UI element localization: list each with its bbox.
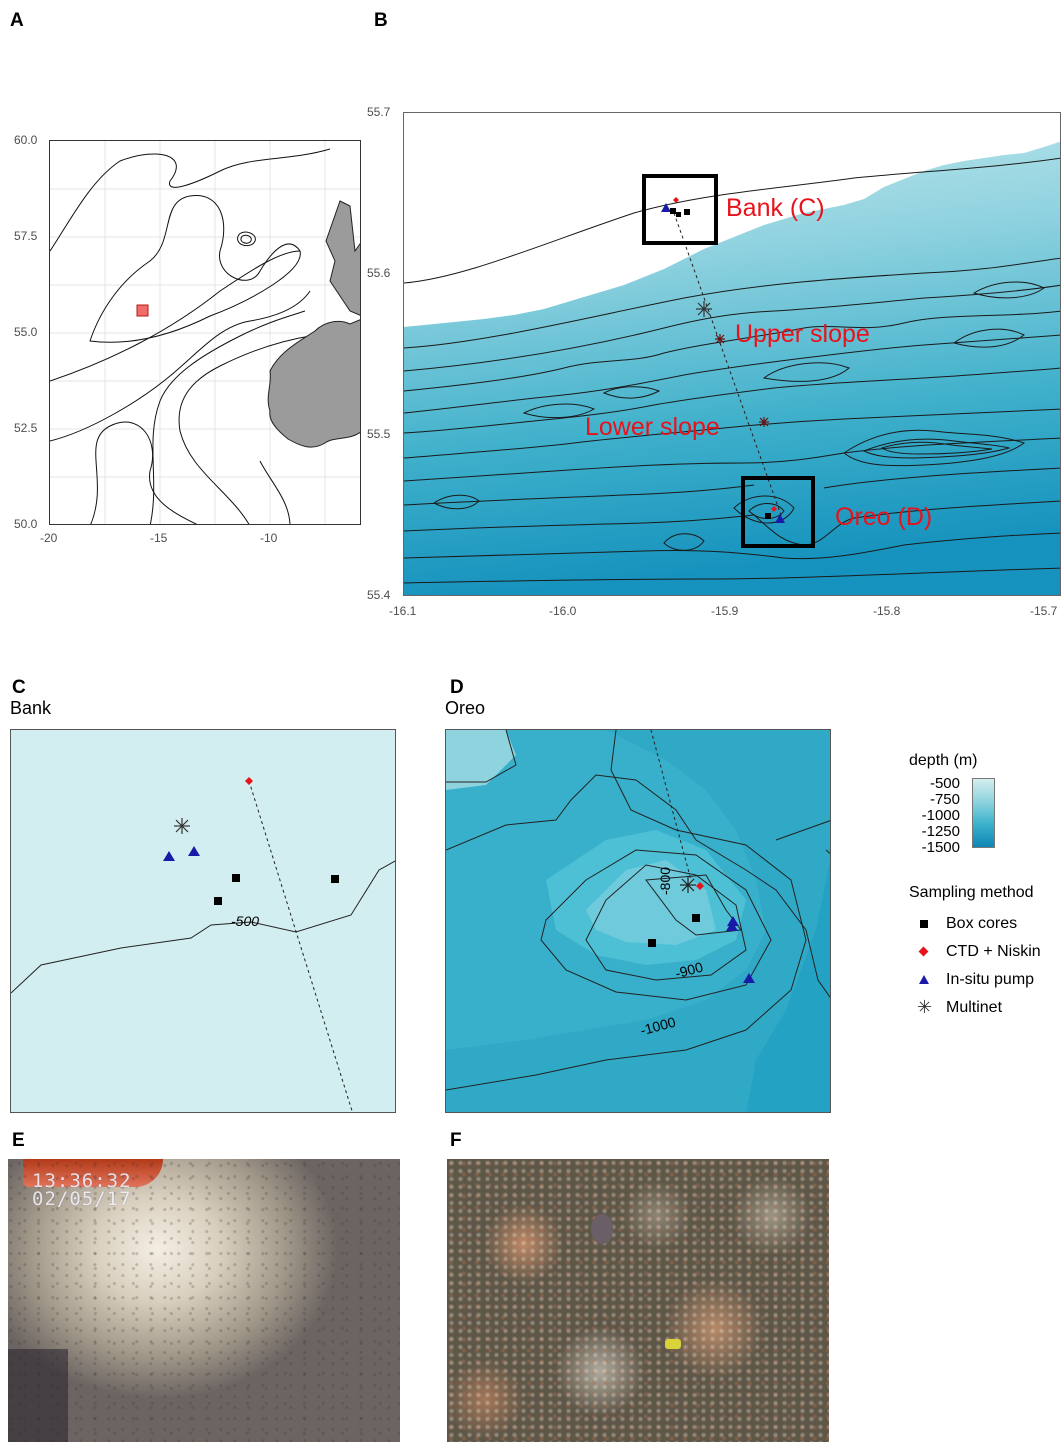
panel-b-xtick: -16.1 xyxy=(389,604,417,618)
panel-b-ytick: 55.4 xyxy=(367,588,391,602)
legend-item-box-cores: Box cores xyxy=(946,915,1018,932)
depth-legend-tick: -1500 xyxy=(921,839,960,856)
panel-a-xtick: -15 xyxy=(150,531,168,545)
legend-item-ctd-niskin: CTD + Niskin xyxy=(946,943,1041,960)
scotland-landmass xyxy=(325,200,360,316)
depth-legend-title: depth (m) xyxy=(909,752,978,769)
legend-item-multinet: Multinet xyxy=(946,999,1003,1016)
panel-b-label: B xyxy=(374,10,388,31)
depth-colorbar xyxy=(972,778,995,848)
bank-label: Bank (C) xyxy=(726,194,825,222)
fish-shape xyxy=(591,1214,613,1244)
panel-b-ytick: 55.6 xyxy=(367,266,391,280)
panel-b-ytick: 55.7 xyxy=(367,105,391,119)
lower-slope-label: Lower slope xyxy=(585,413,720,441)
panel-a-xtick: -20 xyxy=(40,531,58,545)
panel-d-map xyxy=(445,729,831,1113)
panel-f-label: F xyxy=(450,1130,462,1151)
panel-d-subtitle: Oreo xyxy=(445,698,486,718)
panel-a-ytick: 50.0 xyxy=(14,517,38,531)
panel-c-map xyxy=(10,729,396,1113)
panel-e-label: E xyxy=(12,1130,25,1151)
panel-c-contour-label: -500 xyxy=(231,913,260,929)
seabed-photo-sand: 13:36:32 02/05/17 xyxy=(8,1159,400,1442)
panel-b-station-markers xyxy=(661,197,785,523)
in-situ-pump-triangle-icon xyxy=(919,975,929,984)
panel-a-map xyxy=(49,140,361,525)
oreo-inset-box xyxy=(741,476,815,548)
panel-c-subtitle: Bank xyxy=(10,698,52,718)
panel-b-map xyxy=(403,112,1061,596)
panel-b-xtick: -15.8 xyxy=(873,604,901,618)
panel-b-xtick: -16.0 xyxy=(549,604,577,618)
shallow-bank-area xyxy=(404,113,1060,327)
panel-a-ytick: 60.0 xyxy=(14,133,38,147)
panel-a-ytick: 57.5 xyxy=(14,229,38,243)
ireland-landmass xyxy=(267,319,360,448)
panel-d-contour-800: -800 xyxy=(657,866,673,895)
panel-d-label: D xyxy=(450,677,464,698)
coral-reef-photo xyxy=(447,1159,829,1442)
panel-a-ytick: 52.5 xyxy=(14,421,38,435)
bank-inset-box xyxy=(642,174,718,245)
ctd-niskin-diamond-icon xyxy=(918,946,929,957)
panel-a-ytick: 55.0 xyxy=(14,325,38,339)
video-date-stamp: 02/05/17 xyxy=(32,1188,132,1210)
panel-b-xtick: -15.7 xyxy=(1030,604,1058,618)
depth-legend-tick: -1250 xyxy=(921,823,960,840)
study-area-marker xyxy=(136,304,149,317)
sampling-legend-title: Sampling method xyxy=(909,884,1034,901)
legend-item-in-situ-pump: In-situ pump xyxy=(946,971,1035,988)
panel-b-xtick: -15.9 xyxy=(711,604,739,618)
box-cores-square-icon xyxy=(920,920,928,928)
panel-c-label: C xyxy=(12,677,26,698)
depth-legend-tick: -1000 xyxy=(921,807,960,824)
panel-b-ytick: 55.5 xyxy=(367,427,391,441)
video-time-stamp: 13:36:32 xyxy=(32,1170,132,1192)
oreo-label: Oreo (D) xyxy=(835,503,933,531)
depth-legend-tick: -500 xyxy=(929,775,960,792)
multinet-asterisk-icon: ✳ xyxy=(917,997,933,1017)
panel-a-label: A xyxy=(10,10,24,31)
panel-a-xtick: -10 xyxy=(260,531,278,545)
upper-slope-label: Upper slope xyxy=(735,320,870,348)
depth-legend-tick: -750 xyxy=(929,791,960,808)
